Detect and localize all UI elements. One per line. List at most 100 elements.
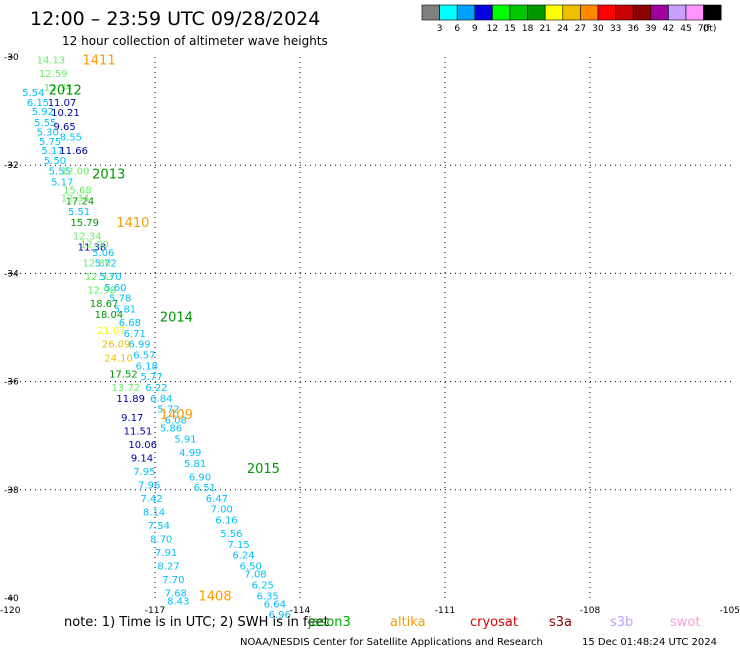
swh-point-label: 7.96 <box>138 480 160 491</box>
chart-subtitle: 12 hour collection of altimeter wave hei… <box>62 34 328 48</box>
swh-point-label: 6.15 <box>27 98 49 109</box>
satellite-legend: jason3 altika cryosat s3a s3b swot <box>307 615 700 630</box>
orbit-label: 1411 <box>83 54 116 69</box>
colorbar-swatch <box>632 4 652 21</box>
x-tick-label: -114 <box>290 606 311 616</box>
x-tick-label: -108 <box>580 606 601 616</box>
swh-point-label: 5.17 <box>41 146 63 157</box>
swh-point-label: 8.14 <box>143 507 165 518</box>
colorbar-swatch <box>562 4 581 21</box>
swh-point-label: 12.00 <box>61 167 90 178</box>
colorbar-label: 21 <box>539 24 550 34</box>
swh-point-label: 5.17 <box>51 177 73 188</box>
x-tick-label: -120 <box>0 606 21 616</box>
colorbar-swatch <box>597 4 616 21</box>
colorbar-swatch <box>668 4 687 21</box>
swh-point-label: 6.90 <box>189 472 211 483</box>
swh-point-label: 10.21 <box>51 108 80 119</box>
colorbar-label: 70 <box>698 24 710 34</box>
axis-ticks: -30 -32 -34 -36 -38 -40 -120 -117 -114 -111 -108 -1… <box>0 53 740 616</box>
swh-point-label: 18.67 <box>90 299 119 310</box>
swh-point-label: 6.24 <box>232 551 254 562</box>
swh-point-label: 11.51 <box>124 426 153 437</box>
colorbar-swatch <box>544 4 564 21</box>
swh-point-label: 6.22 <box>145 383 167 394</box>
x-tick-label: -111 <box>435 606 455 616</box>
colorbar-label: 39 <box>645 24 657 34</box>
swh-point-label: 5.81 <box>114 305 136 316</box>
swh-point-label: 24.10 <box>104 353 133 364</box>
swh-point-label: 26.09 <box>102 340 131 351</box>
colorbar-swatch <box>527 4 546 21</box>
swh-point-label: 5.86 <box>160 424 182 435</box>
footer-note: note: 1) Time is in UTC; 2) SWH is in fe… <box>64 615 329 630</box>
swh-point-label: 5.51 <box>68 207 90 218</box>
swh-point-label: 9.17 <box>121 413 143 424</box>
swh-point-label: 8.27 <box>157 562 179 573</box>
colorbar-label: 33 <box>610 24 621 34</box>
swh-point-label: 7.95 <box>133 467 155 478</box>
swh-point-label: 15.79 <box>70 218 99 229</box>
satellite-legend-item: s3a <box>549 615 572 630</box>
colorbar-label: 45 <box>680 24 691 34</box>
swh-point-label: 11.07 <box>48 98 77 109</box>
swh-point-label: 5.72 <box>95 259 117 270</box>
swh-point-label: 5.77 <box>141 372 163 383</box>
orbit-label: 2012 <box>49 83 82 98</box>
swh-point-label: 6.68 <box>119 318 141 329</box>
swh-point-label: 12.00 <box>80 240 109 251</box>
chart-title: 12:00 – 23:59 UTC 09/28/2024 <box>30 8 320 30</box>
map-grid <box>10 57 735 598</box>
swh-point-label: 5.55 <box>49 167 71 178</box>
swh-point-label: 11.66 <box>59 146 88 157</box>
swh-point-label: 6.25 <box>252 580 274 591</box>
swh-point-label: 6.47 <box>206 494 228 505</box>
swh-point-label: 7.68 <box>165 589 187 600</box>
swh-point-label: 5.70 <box>99 272 121 283</box>
swh-point-label: 6.71 <box>124 329 146 340</box>
swh-point-label: 8.55 <box>60 133 82 144</box>
colorbar-label: 9 <box>472 24 478 34</box>
colorbar-swatch <box>474 4 493 21</box>
swh-point-label: 5.55 <box>34 118 56 129</box>
swh-point-label: 5.72 <box>157 405 179 416</box>
swh-point-label: 6.84 <box>150 394 172 405</box>
swh-point-label: 5.54 <box>22 88 44 99</box>
y-tick-label: -30 <box>4 53 19 63</box>
swh-point-label: 5.56 <box>220 529 242 540</box>
swh-point-label: 11.89 <box>116 394 145 405</box>
swh-point-label: 5.75 <box>39 137 61 148</box>
y-tick-label: -38 <box>4 486 19 496</box>
colorbar-swatch <box>421 4 440 21</box>
y-tick-label: -40 <box>4 594 19 604</box>
swh-point-label: 7.91 <box>155 548 177 559</box>
colorbar-label: 18 <box>522 24 534 34</box>
swh-point-label: 15.68 <box>63 186 92 197</box>
orbit-label: 2013 <box>92 167 125 182</box>
swh-point-label: 6.57 <box>133 351 155 362</box>
swh-point-label: 7.00 <box>211 505 233 516</box>
swh-point-label: 6.18 <box>136 361 158 372</box>
footer-credit: NOAA/NESDIS Center for Satellite Applica… <box>240 637 543 648</box>
satellite-legend-item: altika <box>390 615 426 630</box>
colorbar-swatch <box>615 4 634 21</box>
swh-point-label: 12.34 <box>61 194 90 205</box>
swh-point-label: 5.92 <box>32 107 54 118</box>
swh-point-label: 6.50 <box>240 562 262 573</box>
swh-point-label: 9.14 <box>131 453 153 464</box>
x-tick-label: -105 <box>720 606 740 616</box>
swh-point-label: 12.80 <box>83 259 112 270</box>
colorbar-swatch <box>703 4 722 21</box>
colorbar-label: 24 <box>557 24 569 34</box>
colorbar-swatch <box>650 4 669 21</box>
colorbar-label: 6 <box>454 24 460 34</box>
swh-point-label: 6.08 <box>165 415 187 426</box>
colorbar-label: 15 <box>504 24 515 34</box>
orbit-label: 1410 <box>116 216 149 231</box>
wave-height-points: 14.1312.5912.345.546.1511.075.9210.215.5… <box>22 56 291 622</box>
swh-point-label: 12.34 <box>73 232 102 243</box>
y-tick-label: -36 <box>4 378 19 388</box>
satellite-legend-item: s3b <box>610 615 633 630</box>
